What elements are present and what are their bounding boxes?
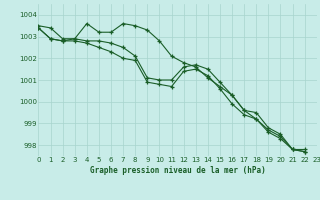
X-axis label: Graphe pression niveau de la mer (hPa): Graphe pression niveau de la mer (hPa) [90, 166, 266, 175]
